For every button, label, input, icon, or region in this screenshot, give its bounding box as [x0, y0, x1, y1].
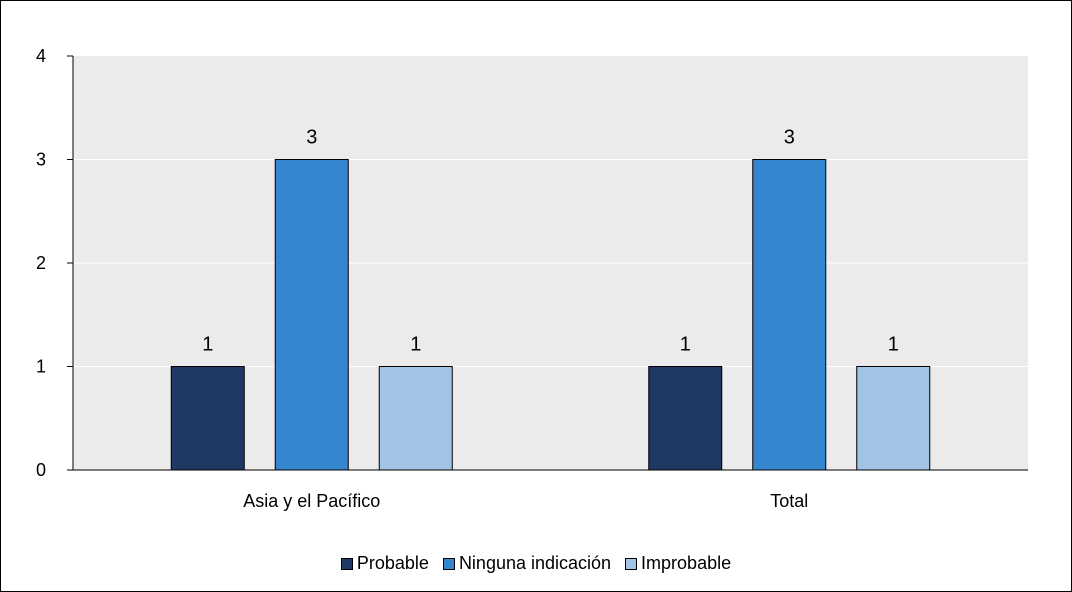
legend-swatch: [625, 557, 638, 570]
data-label: 3: [306, 127, 317, 149]
y-tick-label: 2: [36, 253, 46, 273]
data-label: 1: [410, 334, 421, 356]
y-tick-label: 1: [36, 357, 46, 377]
data-label: 1: [680, 334, 691, 356]
y-tick-label: 0: [36, 460, 46, 480]
legend-item: Probable: [340, 553, 429, 574]
legend-label: Probable: [356, 553, 429, 573]
bar-1-0: [274, 159, 349, 471]
x-category-label: Total: [770, 491, 808, 511]
legend-item: Ninguna indicación: [442, 553, 612, 574]
bar-0-0: [170, 366, 245, 471]
bar-2-0: [378, 366, 453, 471]
x-category-label: Asia y el Pacífico: [243, 491, 380, 511]
bar-2-1: [856, 366, 931, 471]
axes: 0 1 2 3 4 Asia y el Pacífico Total: [36, 46, 1028, 511]
legend-label: Ninguna indicación: [458, 553, 612, 573]
data-labels: 1 3 1 1 3 1: [202, 127, 899, 356]
legend-swatch: [442, 557, 455, 570]
bars: [170, 159, 931, 471]
legend: Probable Ninguna indicación Improbable: [0, 553, 1072, 574]
legend-item: Improbable: [625, 553, 731, 574]
data-label: 3: [784, 127, 795, 149]
legend-label: Improbable: [641, 553, 732, 573]
bar-0-1: [648, 366, 723, 471]
data-label: 1: [202, 334, 213, 356]
y-tick-label: 3: [36, 150, 46, 170]
legend-swatch: [340, 557, 353, 570]
data-label: 1: [888, 334, 899, 356]
bar-1-1: [752, 159, 827, 471]
y-tick-label: 4: [36, 46, 46, 66]
